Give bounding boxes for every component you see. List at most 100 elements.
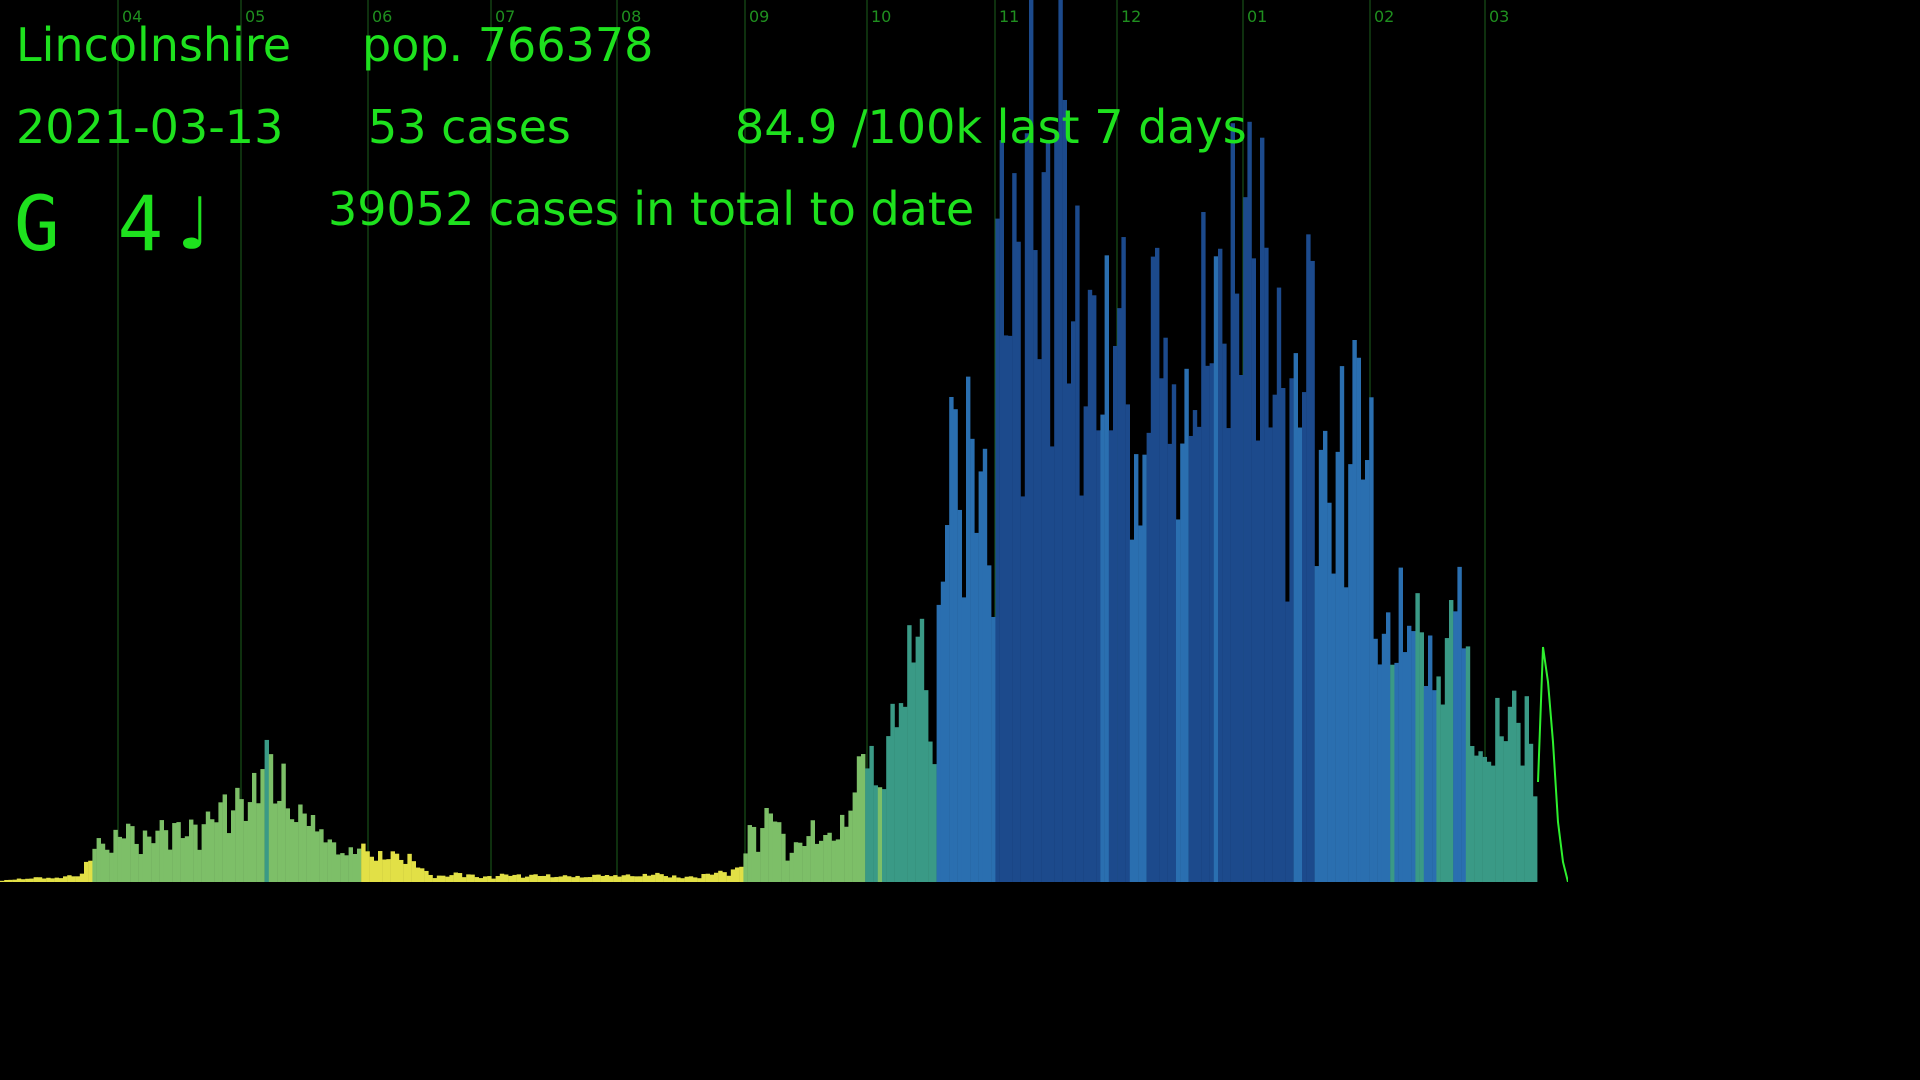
case-bar bbox=[1003, 335, 1009, 882]
case-bar bbox=[982, 448, 988, 882]
case-bar bbox=[357, 848, 362, 882]
case-bar bbox=[1323, 430, 1328, 882]
case-bar bbox=[856, 756, 862, 882]
case-bar bbox=[1155, 247, 1160, 882]
case-bar bbox=[1176, 519, 1181, 882]
case-bar bbox=[1297, 427, 1303, 882]
case-bar bbox=[1218, 248, 1223, 882]
case-bar bbox=[42, 878, 47, 882]
trend-line bbox=[1537, 646, 1568, 882]
month-label-11: 11 bbox=[999, 7, 1019, 26]
case-bar bbox=[693, 877, 698, 882]
case-bar bbox=[583, 877, 589, 882]
case-bar bbox=[441, 875, 446, 882]
case-bar bbox=[310, 815, 316, 882]
case-bar bbox=[33, 877, 38, 882]
case-bar bbox=[844, 826, 849, 882]
case-bar bbox=[651, 874, 656, 882]
case-bar bbox=[1318, 449, 1324, 882]
case-bar bbox=[1205, 365, 1210, 882]
case-bar bbox=[676, 877, 681, 882]
case-bar bbox=[785, 860, 790, 882]
case-bar bbox=[609, 876, 614, 882]
case-bar bbox=[390, 851, 395, 882]
case-bar bbox=[529, 874, 534, 882]
case-bar bbox=[915, 636, 920, 882]
case-bar bbox=[659, 874, 664, 882]
case-bar bbox=[1390, 664, 1395, 882]
case-bar bbox=[1306, 234, 1311, 882]
case-bar bbox=[466, 874, 471, 882]
case-bar bbox=[1528, 743, 1534, 882]
case-bar bbox=[995, 218, 1000, 882]
case-bar bbox=[1075, 205, 1080, 882]
case-bar bbox=[714, 872, 719, 882]
case-bar bbox=[520, 877, 526, 882]
case-bar bbox=[449, 875, 454, 882]
case-bar bbox=[1171, 384, 1177, 882]
case-bar bbox=[218, 802, 223, 882]
case-bar bbox=[882, 789, 887, 882]
case-bar bbox=[197, 849, 202, 882]
case-bar bbox=[474, 877, 479, 882]
case-bar bbox=[365, 851, 370, 882]
case-bar bbox=[394, 853, 400, 882]
case-bar bbox=[1180, 443, 1185, 882]
case-bar bbox=[1083, 406, 1088, 882]
case-bar bbox=[735, 867, 740, 882]
case-bar bbox=[886, 736, 891, 882]
case-bar bbox=[978, 471, 983, 882]
case-bar bbox=[827, 832, 832, 882]
case-bar bbox=[1533, 796, 1538, 882]
case-bar bbox=[1352, 340, 1357, 882]
case-bar bbox=[1041, 172, 1046, 882]
case-bar bbox=[1381, 633, 1387, 882]
case-bar bbox=[1092, 295, 1097, 882]
case-bar bbox=[1209, 363, 1214, 882]
case-bar bbox=[100, 843, 106, 882]
case-bar bbox=[726, 875, 731, 882]
case-bar bbox=[1524, 696, 1529, 882]
case-bar bbox=[1050, 446, 1055, 882]
case-bar bbox=[1461, 648, 1466, 882]
case-bar bbox=[378, 851, 383, 882]
case-bar bbox=[1037, 359, 1042, 882]
case-bar bbox=[533, 874, 538, 882]
case-bar bbox=[260, 769, 265, 882]
case-bar bbox=[189, 819, 194, 882]
case-bar bbox=[541, 875, 547, 882]
case-bar bbox=[1134, 454, 1139, 882]
case-bar bbox=[361, 843, 366, 882]
case-bar bbox=[235, 787, 240, 882]
case-bar bbox=[478, 878, 484, 882]
case-bar bbox=[890, 703, 895, 882]
case-bar bbox=[1444, 638, 1450, 882]
case-bar bbox=[772, 821, 778, 882]
case-bar bbox=[1344, 587, 1349, 882]
case-bar bbox=[558, 876, 563, 882]
case-bar bbox=[1230, 123, 1235, 882]
case-bar bbox=[407, 853, 412, 882]
case-bar bbox=[462, 877, 467, 882]
case-bar bbox=[1058, 0, 1063, 882]
case-bar bbox=[1478, 751, 1483, 882]
daily-case-bars bbox=[0, 0, 1538, 882]
case-bar bbox=[289, 819, 295, 882]
case-bar bbox=[945, 525, 950, 882]
case-bar bbox=[1192, 410, 1198, 882]
case-bar bbox=[655, 872, 660, 882]
case-bar bbox=[562, 875, 568, 882]
case-bar bbox=[1398, 567, 1403, 882]
case-bar bbox=[176, 822, 181, 882]
case-bar bbox=[1482, 756, 1487, 882]
case-bar bbox=[457, 873, 463, 882]
case-bar bbox=[37, 877, 43, 882]
case-bar bbox=[630, 876, 635, 882]
case-bar bbox=[1255, 440, 1261, 882]
case-bar bbox=[1293, 353, 1298, 882]
case-bar bbox=[399, 859, 404, 882]
case-bar bbox=[50, 878, 55, 882]
case-bar bbox=[961, 597, 967, 882]
case-bar bbox=[571, 877, 576, 882]
case-bar bbox=[1201, 212, 1206, 882]
